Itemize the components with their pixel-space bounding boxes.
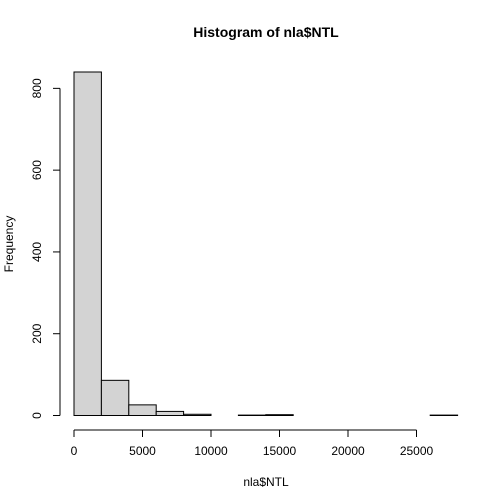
x-tick-label: 0 bbox=[71, 444, 78, 458]
y-tick-label: 400 bbox=[30, 242, 44, 262]
histogram-bar bbox=[100, 379, 130, 417]
histogram-bar bbox=[128, 404, 157, 417]
y-tick-label: 600 bbox=[30, 160, 44, 180]
x-tick-label: 5000 bbox=[129, 444, 156, 458]
y-axis-label: Frequency bbox=[2, 216, 16, 273]
x-axis-label: nla$NTL bbox=[243, 475, 289, 489]
chart-title: Histogram of nla$NTL bbox=[193, 24, 339, 40]
bars-group bbox=[73, 71, 459, 417]
histogram-bar bbox=[183, 413, 212, 417]
x-tick-label: 15000 bbox=[263, 444, 297, 458]
histogram-bar bbox=[73, 71, 102, 416]
x-tick-label: 20000 bbox=[331, 444, 365, 458]
y-axis: 0 200 400 600 800 bbox=[30, 78, 61, 419]
x-tick-label: 10000 bbox=[194, 444, 228, 458]
x-axis: 0 5000 10000 15000 20000 25000 bbox=[71, 429, 434, 458]
y-tick-label: 200 bbox=[30, 323, 44, 343]
x-tick-label: 25000 bbox=[400, 444, 434, 458]
histogram-bar bbox=[155, 410, 185, 416]
y-tick-label: 0 bbox=[30, 412, 44, 419]
histogram-bar bbox=[265, 414, 294, 416]
y-tick-label: 800 bbox=[30, 78, 44, 98]
